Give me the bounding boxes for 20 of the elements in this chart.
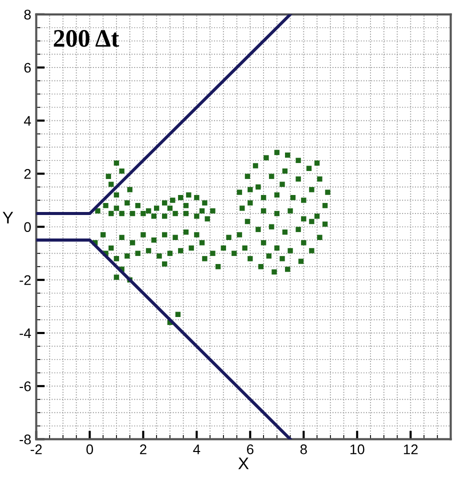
x-tick-label: 4 [193, 444, 200, 454]
x-tick-label: 0 [86, 444, 94, 454]
y-tick-label: -8 [20, 434, 31, 444]
x-axis-title: X [238, 458, 249, 470]
y-tick-label: -4 [20, 328, 31, 338]
x-tick-label: -2 [30, 444, 42, 454]
x-tick-label: 6 [247, 444, 254, 454]
y-tick-label: 2 [24, 169, 31, 179]
y-tick-label: 4 [24, 116, 31, 126]
x-tick-label: 2 [140, 444, 146, 454]
y-tick-label: 0 [24, 222, 31, 232]
y-tick-label: 8 [24, 10, 31, 20]
x-tick-label: 10 [350, 444, 364, 454]
x-tick-label: 8 [300, 444, 307, 454]
y-tick-label: -2 [20, 275, 31, 285]
y-tick-label: -6 [20, 381, 31, 392]
y-axis-title: Y [2, 212, 14, 224]
x-tick-label: 12 [404, 444, 418, 454]
y-tick-label: 6 [24, 62, 31, 73]
chart-title: 200 Δt [54, 30, 120, 47]
